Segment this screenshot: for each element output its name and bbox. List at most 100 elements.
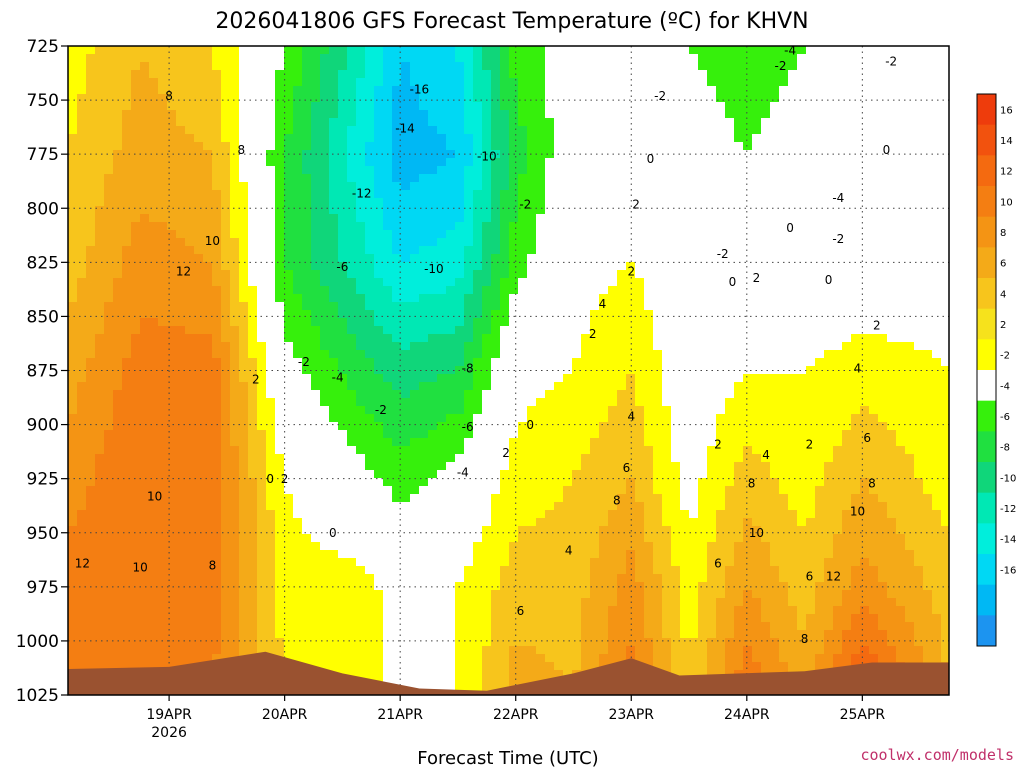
- temperature-cell: [113, 246, 123, 255]
- temperature-cell: [374, 294, 384, 303]
- temperature-cell: [194, 406, 204, 415]
- temperature-cell: [428, 54, 438, 63]
- temperature-cell: [599, 102, 609, 111]
- temperature-cell: [671, 54, 681, 63]
- temperature-cell: [707, 350, 717, 359]
- temperature-cell: [590, 62, 600, 71]
- temperature-cell: [122, 78, 132, 87]
- temperature-cell: [221, 278, 231, 287]
- temperature-cell: [716, 382, 726, 391]
- temperature-cell: [545, 390, 555, 399]
- temperature-cell: [869, 102, 879, 111]
- temperature-cell: [212, 78, 222, 87]
- temperature-cell: [833, 150, 843, 159]
- temperature-cell: [761, 398, 771, 407]
- temperature-cell: [563, 318, 573, 327]
- temperature-cell: [95, 302, 105, 311]
- temperature-cell: [176, 278, 186, 287]
- temperature-cell: [257, 414, 267, 423]
- temperature-cell: [833, 398, 843, 407]
- temperature-cell: [788, 118, 798, 127]
- temperature-cell: [473, 350, 483, 359]
- temperature-cell: [833, 246, 843, 255]
- temperature-cell: [167, 414, 177, 423]
- temperature-cell: [374, 286, 384, 295]
- temperature-cell: [770, 150, 780, 159]
- temperature-cell: [869, 238, 879, 247]
- temperature-cell: [734, 142, 744, 151]
- temperature-cell: [635, 326, 645, 335]
- temperature-cell: [752, 62, 762, 71]
- temperature-cell: [365, 358, 375, 367]
- temperature-cell: [914, 78, 924, 87]
- temperature-cell: [779, 134, 789, 143]
- temperature-cell: [302, 326, 312, 335]
- temperature-cell: [662, 294, 672, 303]
- temperature-cell: [464, 110, 474, 119]
- temperature-cell: [428, 230, 438, 239]
- temperature-cell: [230, 230, 240, 239]
- temperature-cell: [239, 254, 249, 263]
- temperature-cell: [770, 70, 780, 79]
- temperature-cell: [347, 390, 357, 399]
- temperature-cell: [284, 446, 294, 455]
- temperature-cell: [554, 254, 564, 263]
- temperature-cell: [581, 134, 591, 143]
- temperature-cell: [644, 166, 654, 175]
- temperature-cell: [914, 278, 924, 287]
- temperature-cell: [572, 422, 582, 431]
- temperature-cell: [221, 78, 231, 87]
- temperature-cell: [824, 334, 834, 343]
- temperature-cell: [338, 422, 348, 431]
- temperature-cell: [608, 358, 618, 367]
- temperature-cell: [266, 262, 276, 271]
- temperature-cell: [725, 166, 735, 175]
- temperature-cell: [896, 398, 906, 407]
- temperature-cell: [302, 262, 312, 271]
- temperature-cell: [743, 302, 753, 311]
- temperature-cell: [689, 86, 699, 95]
- temperature-cell: [374, 438, 384, 447]
- temperature-cell: [275, 78, 285, 87]
- temperature-cell: [851, 166, 861, 175]
- temperature-cell: [608, 262, 618, 271]
- temperature-cell: [365, 254, 375, 263]
- temperature-cell: [77, 230, 87, 239]
- temperature-cell: [545, 246, 555, 255]
- temperature-cell: [428, 430, 438, 439]
- temperature-cell: [698, 54, 708, 63]
- temperature-cell: [851, 262, 861, 271]
- temperature-cell: [941, 358, 949, 367]
- temperature-cell: [779, 302, 789, 311]
- temperature-cell: [536, 430, 546, 439]
- temperature-cell: [347, 286, 357, 295]
- temperature-cell: [374, 102, 384, 111]
- temperature-cell: [212, 358, 222, 367]
- temperature-cell: [437, 254, 447, 263]
- temperature-cell: [860, 398, 870, 407]
- temperature-cell: [536, 374, 546, 383]
- temperature-cell: [878, 286, 888, 295]
- temperature-cell: [905, 302, 915, 311]
- temperature-cell: [374, 190, 384, 199]
- temperature-cell: [842, 342, 852, 351]
- temperature-cell: [500, 326, 510, 335]
- temperature-cell: [221, 350, 231, 359]
- temperature-cell: [869, 182, 879, 191]
- temperature-cell: [914, 62, 924, 71]
- temperature-cell: [473, 118, 483, 127]
- temperature-cell: [527, 270, 537, 279]
- temperature-cell: [653, 278, 663, 287]
- temperature-cell: [878, 270, 888, 279]
- temperature-cell: [284, 310, 294, 319]
- temperature-cell: [806, 190, 816, 199]
- temperature-cell: [122, 238, 132, 247]
- temperature-cell: [725, 222, 735, 231]
- temperature-cell: [437, 374, 447, 383]
- temperature-cell: [860, 318, 870, 327]
- temperature-cell: [149, 438, 159, 447]
- temperature-cell: [554, 294, 564, 303]
- temperature-cell: [788, 190, 798, 199]
- temperature-cell: [545, 166, 555, 175]
- temperature-cell: [176, 182, 186, 191]
